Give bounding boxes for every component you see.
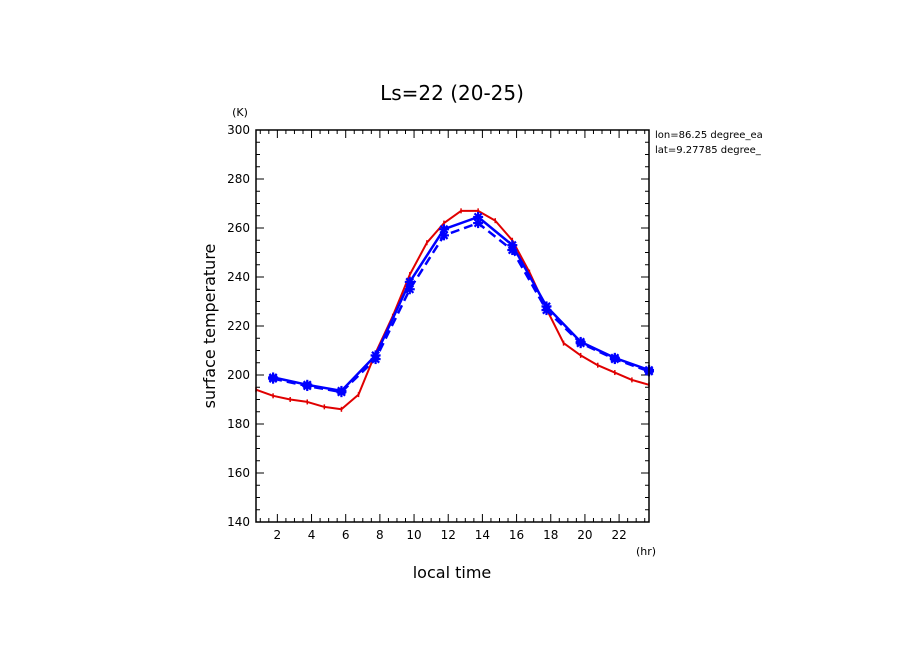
y-tick-label: 200 <box>227 368 250 382</box>
series-layer <box>255 208 654 412</box>
series-2-point <box>336 387 347 398</box>
x-tick-label: 4 <box>308 528 316 542</box>
x-tick-label: 10 <box>406 528 421 542</box>
y-unit-label: (K) <box>232 106 248 119</box>
y-axis-title: surface temperature <box>200 244 219 409</box>
lon-annotation: lon=86.25 degree_ea <box>655 130 763 141</box>
series-2-point <box>541 305 552 316</box>
y-tick-label: 240 <box>227 270 250 284</box>
series-0 <box>255 208 650 412</box>
series-2 <box>268 218 654 398</box>
x-tick-label: 20 <box>577 528 592 542</box>
series-1 <box>268 211 654 396</box>
series-2-point <box>575 338 586 349</box>
x-tick-label: 22 <box>611 528 626 542</box>
series-2-point <box>302 381 313 392</box>
series-0-line <box>255 209 650 411</box>
y-tick-label: 300 <box>227 123 250 137</box>
lat-annotation: lat=9.27785 degree_ <box>655 145 762 156</box>
series-2-point <box>268 373 279 384</box>
x-tick-label: 14 <box>475 528 490 542</box>
y-tick-label: 220 <box>227 319 250 333</box>
y-tick-label: 280 <box>227 172 250 186</box>
x-tick-label: 18 <box>543 528 558 542</box>
x-axis-title: local time <box>413 563 492 582</box>
series-2-line <box>272 221 650 394</box>
chart-title: Ls=22 (20-25) <box>380 81 524 105</box>
series-2-point <box>370 354 381 365</box>
series-1-line <box>272 215 650 393</box>
y-tick-label: 140 <box>227 515 250 529</box>
series-2-point <box>438 230 449 241</box>
y-tick-label: 180 <box>227 417 250 431</box>
series-2-point <box>609 354 620 365</box>
series-2-point <box>404 284 415 295</box>
x-tick-label: 6 <box>342 528 350 542</box>
y-tick-label: 160 <box>227 466 250 480</box>
series-2-point <box>473 218 484 229</box>
x-tick-label: 16 <box>509 528 524 542</box>
x-tick-label: 2 <box>274 528 282 542</box>
y-tick-label: 260 <box>227 221 250 235</box>
x-unit-label: (hr) <box>636 545 656 558</box>
x-tick-label: 8 <box>376 528 384 542</box>
series-2-point <box>507 245 518 256</box>
plot-frame <box>255 129 650 523</box>
x-tick-label: 12 <box>441 528 456 542</box>
axes: 140 160 180 200 220 240 260 280 300 2 4 6 8 10 12 14 16 1… <box>227 123 649 542</box>
